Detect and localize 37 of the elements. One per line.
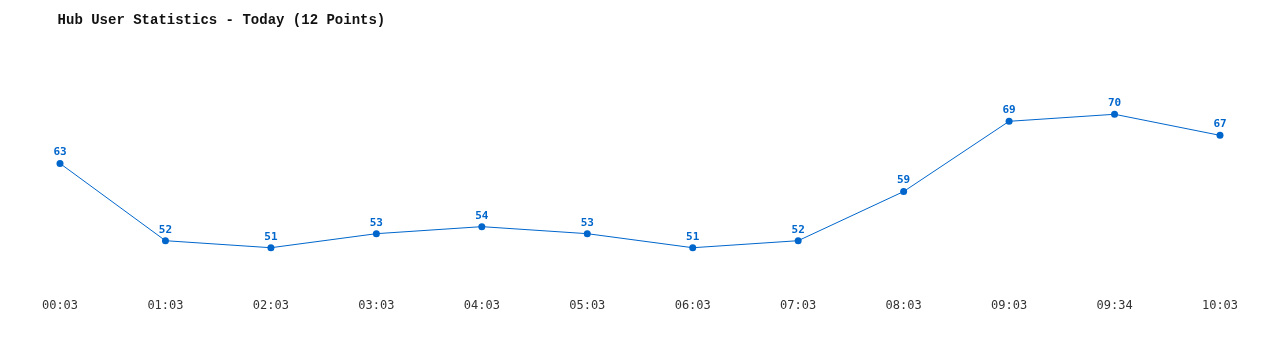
point [161,237,169,245]
x-tick-label: 09:34 [1096,298,1133,312]
x-tick-label: 03:03 [358,298,395,312]
chart-title: Hub User Statistics - Today (12 Points) [57,11,386,28]
x-tick-label: 05:03 [569,298,606,312]
data-label: 70 [1107,96,1122,110]
point [478,223,486,231]
point [1111,110,1119,118]
x-tick-label: 04:03 [463,298,500,312]
point [689,244,697,252]
point [1005,117,1013,125]
point [56,159,64,167]
x-tick-label: 08:03 [885,298,922,312]
x-tick-label: 07:03 [780,298,817,312]
data-label: 51 [264,229,278,243]
data-label: 53 [369,215,383,229]
point [900,188,908,196]
x-tick-label: 09:03 [991,298,1028,312]
point [1216,131,1224,139]
data-label: 63 [53,145,67,159]
data-label: 52 [158,222,173,236]
data-label: 52 [791,222,805,236]
x-tick-label: 01:03 [147,298,184,312]
data-label: 51 [686,229,700,243]
data-label: 53 [580,215,594,229]
x-tick-label: 00:03 [41,298,79,312]
x-tick-label: 02:03 [252,298,289,312]
data-label: 69 [1002,103,1016,117]
point [583,230,591,238]
x-tick-label: 06:03 [674,298,711,312]
point [794,237,802,245]
point [267,244,275,252]
data-label: 67 [1213,117,1227,131]
point [372,230,380,238]
x-tick-label: 10:03 [1201,298,1239,312]
data-label: 59 [897,173,911,187]
data-label: 54 [475,208,489,222]
